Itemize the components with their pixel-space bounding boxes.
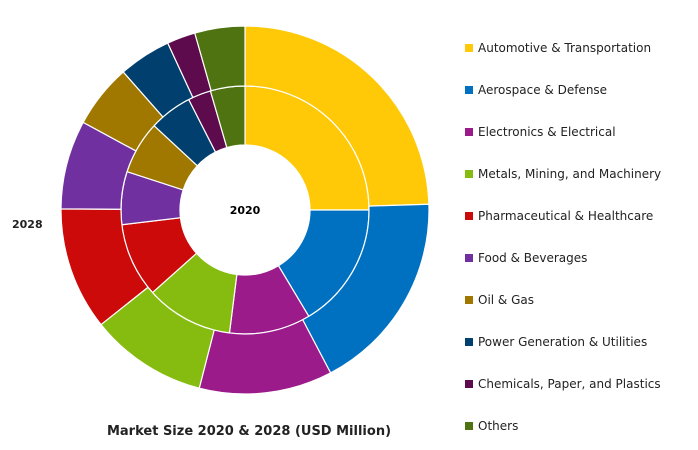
legend-swatch <box>465 212 473 220</box>
chart-title: Market Size 2020 & 2028 (USD Million) <box>106 424 392 439</box>
legend-swatch <box>465 44 473 52</box>
legend-item: Chemicals, Paper, and Plastics <box>465 363 661 405</box>
legend: Automotive & Transportation Aerospace & D… <box>465 27 661 447</box>
legend-swatch <box>465 86 473 94</box>
legend-item: Automotive & Transportation <box>465 27 661 69</box>
legend-label: Automotive & Transportation <box>478 41 652 55</box>
legend-label: Others <box>478 419 519 433</box>
outer-ring-label: 2028 <box>12 218 43 231</box>
legend-swatch <box>465 338 473 346</box>
legend-item: Food & Beverages <box>465 237 661 279</box>
legend-item: Aerospace & Defense <box>465 69 661 111</box>
legend-label: Oil & Gas <box>478 293 535 307</box>
legend-label: Metals, Mining, and Machinery <box>478 167 662 181</box>
legend-item: Metals, Mining, and Machinery <box>465 153 661 195</box>
legend-item: Oil & Gas <box>465 279 661 321</box>
slice-2028-9 <box>194 25 246 92</box>
legend-label: Pharmaceutical & Healthcare <box>478 209 654 223</box>
inner-ring-label: 2020 <box>230 204 261 217</box>
legend-item: Others <box>465 405 661 447</box>
legend-label: Power Generation & Utilities <box>478 335 648 349</box>
legend-swatch <box>465 170 473 178</box>
legend-label: Electronics & Electrical <box>478 125 616 139</box>
legend-item: Electronics & Electrical <box>465 111 661 153</box>
slice-2028-0 <box>244 25 430 207</box>
legend-swatch <box>465 380 473 388</box>
legend-item: Pharmaceutical & Healthcare <box>465 195 661 237</box>
legend-swatch <box>465 128 473 136</box>
legend-label: Food & Beverages <box>478 251 588 265</box>
legend-swatch <box>465 296 473 304</box>
legend-item: Power Generation & Utilities <box>465 321 661 363</box>
legend-label: Aerospace & Defense <box>478 83 608 97</box>
legend-swatch <box>465 422 473 430</box>
legend-label: Chemicals, Paper, and Plastics <box>478 377 661 391</box>
legend-swatch <box>465 254 473 262</box>
